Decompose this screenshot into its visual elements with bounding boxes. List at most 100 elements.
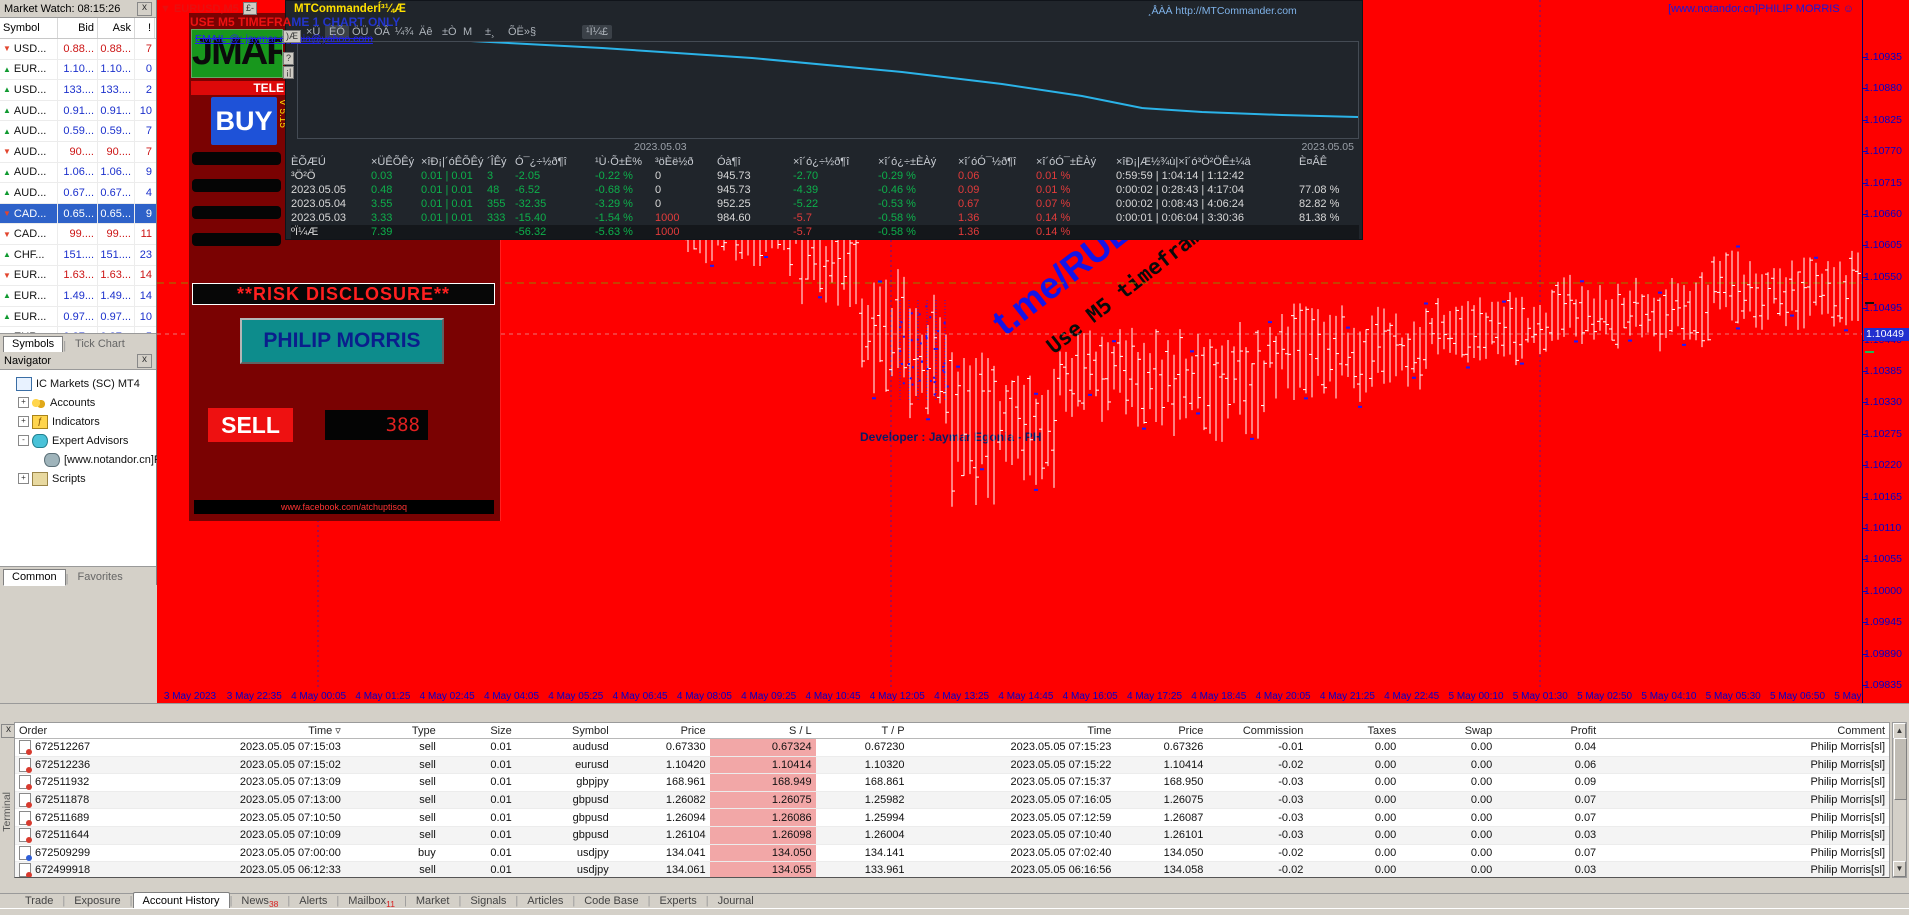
table-row[interactable]: 672512267 2023.05.05 07:15:03 sell 0.01 audu… — [15, 739, 1889, 757]
tab-signals[interactable]: Signals — [470, 895, 507, 907]
tab-symbols[interactable]: Symbols — [3, 336, 64, 353]
col-header-price[interactable]: Price — [680, 724, 706, 737]
market-watch-col-header[interactable]: ! — [135, 18, 155, 38]
tab-alerts[interactable]: Alerts — [299, 895, 328, 907]
navigator-item-ic-markets-sc-mt4[interactable]: IC Markets (SC) MT4 — [0, 374, 156, 393]
market-watch-col-header[interactable]: Bid — [58, 18, 98, 38]
navigator-item-indicators[interactable]: + ƒ Indicators — [0, 412, 156, 431]
terminal-scrollbar[interactable]: ▲ ▼ — [1892, 722, 1907, 878]
col-header-comment[interactable]: Comment — [1837, 724, 1886, 737]
horizontal-splitter[interactable] — [0, 703, 1909, 723]
market-watch-row[interactable]: ▲ AUD... 0.59... 0.59... 7 — [0, 121, 156, 142]
ea-chip-2[interactable]: ? — [283, 52, 295, 65]
mtc-toolbar-item[interactable]: ×Ü — [306, 26, 321, 38]
market-watch-row[interactable]: ▼ CAD... 99.... 99.... 11 — [0, 224, 156, 245]
tab-code-base[interactable]: Code Base — [584, 895, 639, 907]
market-watch-row[interactable]: ▲ EUR... 1.49... 1.49... 14 — [0, 286, 156, 307]
tab-favorites[interactable]: Favorites — [77, 571, 123, 583]
chart-area[interactable]: ▼ EURUSD,M5 £- USE M5 TIMEFRAME 1 CHART … — [157, 0, 1862, 703]
market-watch-col-header[interactable]: Ask — [98, 18, 135, 38]
scrollbar-thumb[interactable] — [1894, 738, 1907, 800]
col-header-size[interactable]: Size — [490, 724, 512, 737]
tab-exposure[interactable]: Exposure — [74, 895, 121, 907]
tab-common[interactable]: Common — [3, 569, 66, 586]
col-header-swap[interactable]: Swap — [1464, 724, 1493, 737]
mtc-account-chip[interactable]: ¹Ï¼£ — [582, 25, 613, 39]
expand-toggle-icon[interactable]: + — [18, 397, 29, 408]
table-row[interactable]: 672509299 2023.05.05 07:00:00 buy 0.01 usdjp… — [15, 844, 1889, 863]
ea-close-chip[interactable]: £- — [243, 2, 258, 15]
market-watch-row[interactable]: ▲ AUD... 1.06... 1.06... 9 — [0, 162, 156, 184]
tab-experts[interactable]: Experts — [659, 895, 697, 907]
navigator-item-scripts[interactable]: + Scripts — [0, 469, 156, 488]
col-header-time[interactable]: Time ▿ — [308, 725, 341, 737]
tab-journal[interactable]: Journal — [717, 895, 754, 907]
mtc-toolbar-item[interactable]: ÕË»§ — [508, 26, 537, 38]
table-row[interactable]: 672511689 2023.05.05 07:10:50 sell 0.01 gbpu… — [15, 809, 1889, 827]
expand-toggle-icon[interactable]: + — [18, 473, 29, 484]
close-icon[interactable]: x — [137, 1, 152, 16]
mtc-toolbar-item[interactable]: ÔÂ — [374, 26, 390, 38]
market-watch-titlebar: Market Watch: 08:15:26 x — [0, 0, 156, 18]
tab-news[interactable]: News38 — [241, 895, 279, 910]
mtc-toolbar-item[interactable]: ÖÜ — [352, 26, 369, 38]
col-header-profit[interactable]: Profit — [1570, 724, 1597, 737]
sell-button[interactable]: SELL — [208, 408, 293, 442]
navigator-item--www-notandor-cn-p[interactable]: [www.notandor.cn]P — [0, 450, 161, 469]
market-watch-row[interactable]: ▲ EUR... 1.10... 1.10... 0 — [0, 59, 156, 81]
market-watch-row[interactable]: ▼ USD... 0.88... 0.88... 7 — [0, 39, 156, 60]
risk-disclosure-banner[interactable]: **RISK DISCLOSURE** — [192, 283, 495, 305]
mtc-toolbar-item[interactable]: ÈÕ — [325, 25, 349, 39]
market-watch-row[interactable]: ▲ AUD... 0.67... 0.67... 4 — [0, 183, 156, 204]
col-header-symbol[interactable]: Symbol — [572, 724, 609, 737]
col-header-type[interactable]: Type — [411, 724, 436, 737]
ea-telegram-bar[interactable]: TELE — [191, 81, 286, 95]
tab-mailbox[interactable]: Mailbox11 — [348, 895, 395, 910]
mtc-toolbar-item[interactable]: ±Ò — [442, 26, 457, 38]
mtc-toolbar-item[interactable]: ¼¾ — [395, 26, 414, 38]
table-row[interactable]: 672511932 2023.05.05 07:13:09 sell 0.01 gbpj… — [15, 774, 1889, 792]
mtc-toolbar-item[interactable]: ±¸ — [485, 26, 495, 38]
market-watch-row[interactable]: ▼ EUR... 1.63... 1.63... 14 — [0, 265, 156, 287]
market-watch-row[interactable]: ▲ AUD... 0.91... 0.91... 10 — [0, 100, 156, 122]
buy-button[interactable]: BUY — [211, 97, 277, 145]
mtcommander-site-link[interactable]: ¸ÅÀÀ http://MTCommander.com — [1148, 5, 1297, 17]
tab-trade[interactable]: Trade — [25, 895, 54, 907]
ea-chip-3[interactable]: ¡| — [283, 66, 295, 79]
col-header-commission[interactable]: Commission — [1242, 724, 1304, 737]
tab-account-history[interactable]: Account History — [132, 892, 230, 909]
close-icon[interactable]: x — [137, 353, 152, 368]
expand-toggle-icon[interactable]: + — [18, 416, 29, 427]
ea-facebook-link[interactable]: www.facebook.com/atchuptisoq — [194, 500, 494, 514]
price-axis[interactable]: 1.10935 1.10880 1.10825 1.10770 1.10715 1.106… — [1862, 0, 1909, 703]
tab-tick-chart[interactable]: Tick Chart — [75, 338, 125, 350]
ea-chip-1[interactable]: )Æ — [283, 30, 301, 43]
col-header-sl[interactable]: S / L — [788, 724, 812, 737]
scroll-down-icon[interactable]: ▼ — [1893, 861, 1906, 877]
table-row[interactable]: 672511878 2023.05.05 07:13:00 sell 0.01 gbpu… — [15, 791, 1889, 810]
market-watch-row[interactable]: ▼ CAD... 0.65... 0.65... 9 — [0, 203, 156, 225]
tab-articles[interactable]: Articles — [527, 895, 564, 907]
tab-market[interactable]: Market — [415, 895, 450, 907]
market-watch-row[interactable]: ▲ CHF... 151.... 151.... 23 — [0, 244, 156, 266]
market-watch-row[interactable]: ▼ AUD... 90.... 90.... 7 — [0, 141, 156, 163]
price-tick — [1863, 653, 1867, 655]
scroll-up-icon[interactable]: ▲ — [1893, 723, 1906, 739]
navigator-item-expert-advisors[interactable]: - Expert Advisors — [0, 431, 156, 450]
mtc-toolbar-item[interactable]: Äê — [419, 26, 433, 38]
market-watch-row[interactable]: ▲ EUR... 0.97... 0.97... 10 — [0, 306, 156, 328]
col-header-taxes[interactable]: Taxes — [1367, 724, 1397, 737]
market-watch-row[interactable]: ▲ USD... 133.... 133.... 2 — [0, 80, 156, 101]
market-watch-col-header[interactable]: Symbol — [0, 18, 58, 38]
navigator-item-accounts[interactable]: + Accounts — [0, 393, 156, 412]
table-row[interactable]: 672499918 2023.05.05 06:12:33 sell 0.01 usdj… — [15, 862, 1889, 877]
expand-toggle-icon[interactable]: - — [18, 435, 29, 446]
col-header-order[interactable]: Order — [19, 724, 48, 737]
cell-swap: 0.00 — [1470, 776, 1493, 789]
col-header-tp[interactable]: T / P — [881, 724, 905, 737]
col-header-time[interactable]: Time — [1087, 724, 1112, 737]
table-row[interactable]: 672512236 2023.05.05 07:15:02 sell 0.01 euru… — [15, 756, 1889, 775]
table-row[interactable]: 672511644 2023.05.05 07:10:09 sell 0.01 gbpu… — [15, 826, 1889, 845]
col-header-price[interactable]: Price — [1178, 724, 1204, 737]
mtc-toolbar-item[interactable]: M — [463, 26, 473, 38]
